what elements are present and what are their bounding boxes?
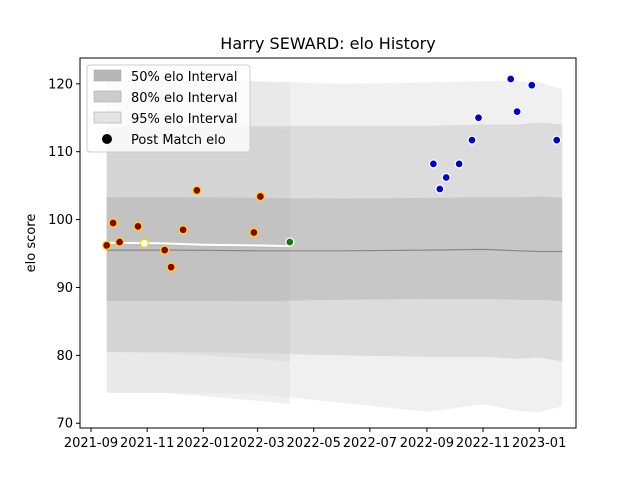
legend-swatch-2 [93,90,122,103]
elo-point-21 [527,80,537,90]
elo-point-17 [467,135,477,145]
elo-point-20 [512,106,522,117]
elo-point-5 [139,238,150,248]
legend-label-2: 80% elo Interval [131,91,238,106]
x-tick-label-1: 2021-09 [64,436,118,451]
chart-title: Harry SEWARD: elo History [220,34,435,53]
y-axis-label: elo score [24,214,39,273]
post-match-elo-points [102,74,562,272]
legend-swatch-3 [93,111,122,124]
elo-point-10 [249,227,259,238]
elo-point-8 [178,225,188,235]
legend-label-3: 95% elo Interval [131,112,238,127]
legend-label-4: Post Match elo [131,133,226,148]
elo-point-2 [108,218,118,228]
x-tick-label-8: 2022-11 [456,436,510,451]
y-axis: 70 80 90 100 110 120 [48,77,80,432]
plot-frame [79,57,577,429]
y-tick-label-4: 100 [48,213,73,228]
y-tick-label-1: 70 [56,417,73,432]
elo-point-9 [192,185,202,196]
band-2-interval-3 [106,196,563,301]
elo-point-19 [506,74,516,84]
legend-items: 50% elo Interval 80% elo Interval 95% elo … [93,69,238,148]
y-tick-label-2: 80 [56,349,73,364]
elo-point-12 [285,237,295,247]
elo-point-22 [552,135,562,145]
elo-point-13 [428,159,439,169]
elo-point-14 [435,184,445,194]
elo-point-4 [133,221,143,232]
elo-point-3 [114,237,125,247]
legend: 50% elo Interval 80% elo Interval 95% elo … [86,64,251,153]
plot-area [79,57,577,429]
x-tick-label-3: 2022-01 [176,436,230,451]
interval-bands [106,79,563,413]
legend-marker-4 [102,134,112,144]
elo-point-7 [166,262,176,272]
x-tick-label-9: 2023-01 [512,436,566,451]
elo-point-18 [473,113,484,123]
x-axis: 2021-09 2021-11 2022-01 2022-03 2022-05 2022-… [64,428,566,451]
x-tick-label-2: 2021-11 [120,436,174,451]
elo-point-15 [441,172,451,183]
x-tick-label-6: 2022-07 [343,436,397,451]
elo-point-6 [160,245,170,255]
mean-elo-line-2 [106,248,563,253]
x-tick-label-7: 2022-09 [400,436,454,451]
legend-frame [86,64,251,153]
legend-swatch-1 [93,69,122,82]
x-tick-label-5: 2022-05 [287,436,341,451]
legend-label-1: 50% elo Interval [131,70,238,85]
y-tick-label-3: 90 [56,281,73,296]
x-tick-label-4: 2022-03 [230,436,284,451]
elo-point-16 [454,159,464,169]
y-tick-label-6: 120 [48,77,73,92]
elo-point-11 [255,191,266,202]
elo-point-1 [102,240,112,251]
y-tick-label-5: 110 [48,145,73,160]
